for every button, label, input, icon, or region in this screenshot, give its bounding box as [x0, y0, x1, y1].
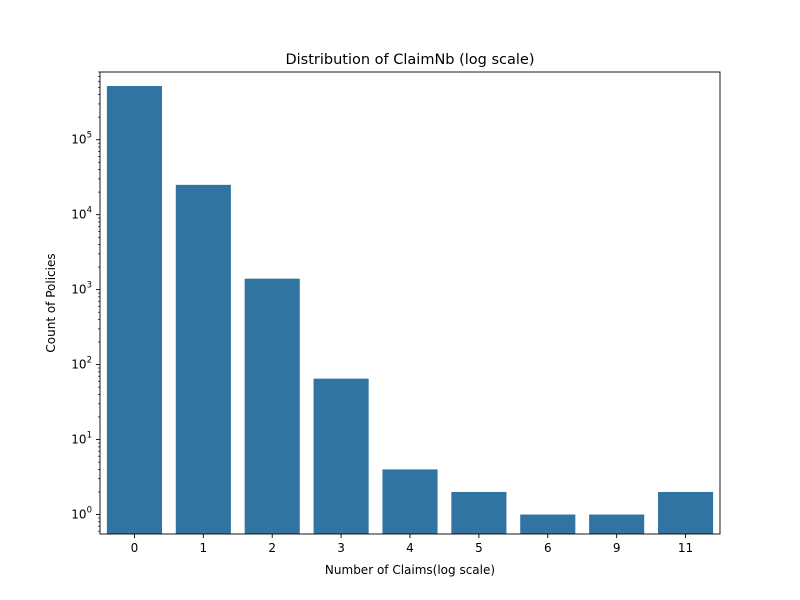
x-tick-label: 3	[337, 541, 345, 555]
y-tick-label: 105	[71, 131, 92, 147]
plot-frame	[99, 71, 721, 535]
x-tick-label: 4	[406, 541, 414, 555]
x-axis-label: Number of Claims(log scale)	[325, 563, 495, 577]
x-tick-label: 2	[268, 541, 276, 555]
y-tick-label: 104	[71, 206, 92, 222]
x-tick-label: 5	[475, 541, 483, 555]
y-tick-label: 101	[71, 431, 92, 447]
x-tick-label: 9	[613, 541, 621, 555]
x-tick-label: 0	[131, 541, 139, 555]
x-tick-label: 6	[544, 541, 552, 555]
chart-title: Distribution of ClaimNb (log scale)	[285, 52, 534, 68]
bar-4	[382, 469, 438, 534]
y-tick-label: 102	[71, 356, 92, 372]
x-tick-label: 1	[200, 541, 208, 555]
y-axis-label: Count of Policies	[44, 253, 58, 352]
x-axis: 0 1 2 3 4 5 6 9 11	[131, 534, 693, 555]
bar-11	[658, 491, 714, 534]
y-axis: 100 101 102 103 104 105	[71, 71, 100, 532]
x-tick-label: 11	[678, 541, 693, 555]
bar-0	[106, 86, 162, 534]
bar-2	[244, 278, 300, 534]
bar-1	[175, 184, 231, 534]
y-tick-label: 103	[71, 281, 92, 297]
bar-5	[451, 491, 507, 534]
y-tick-label: 100	[71, 506, 92, 522]
bar-3	[313, 378, 369, 534]
bar-6	[520, 514, 576, 534]
bar-9	[589, 514, 645, 534]
bars-group	[106, 86, 714, 534]
